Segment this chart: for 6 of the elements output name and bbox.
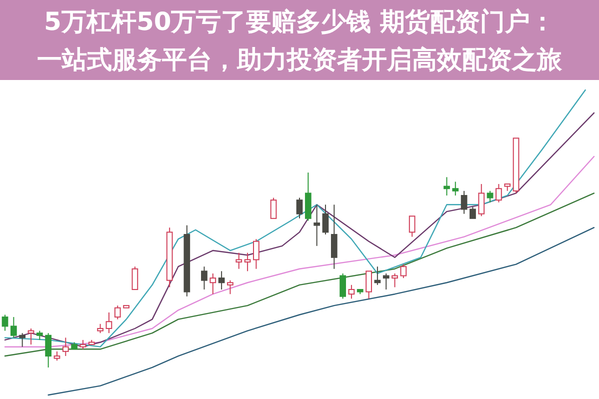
candlestick	[218, 270, 225, 290]
candlestick	[314, 204, 320, 246]
candlestick	[330, 204, 338, 270]
candlestick	[444, 176, 450, 196]
chart-subtitle: 一站式服务平台，助力投资者开启高效配资之旅	[37, 45, 563, 74]
chart-title: 5万杠杆50万亏了要赔多少钱 期货配资门户：	[44, 7, 555, 36]
